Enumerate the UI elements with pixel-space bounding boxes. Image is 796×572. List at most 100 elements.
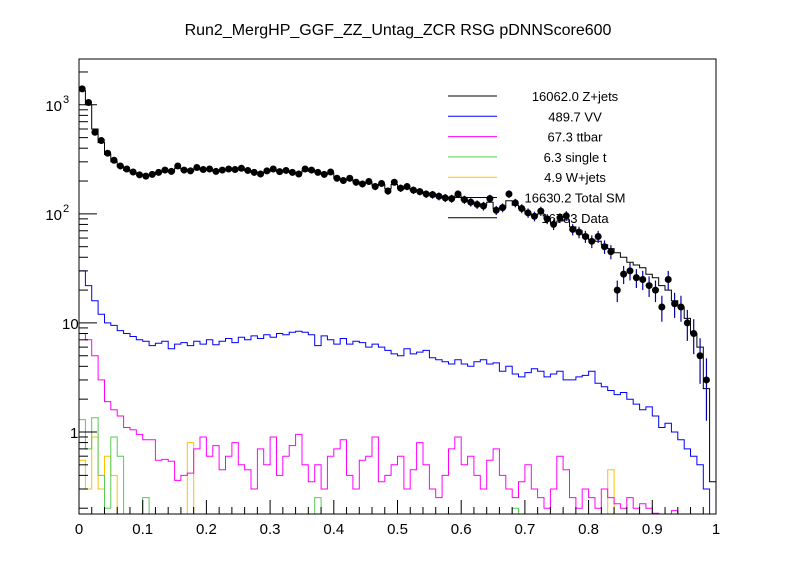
data-point	[327, 168, 335, 176]
data-point	[581, 230, 589, 243]
x-tick-label: 0.9	[642, 521, 663, 538]
data-point	[231, 166, 239, 174]
legend-entry: 67.3 ttbar	[448, 130, 603, 145]
data-point	[91, 128, 99, 136]
data-point	[148, 170, 156, 178]
data-point	[664, 270, 672, 291]
data-point	[250, 168, 258, 176]
y-tick-label: 10	[62, 316, 79, 333]
data-point	[142, 172, 150, 180]
data-point	[237, 164, 245, 172]
data-point	[116, 162, 124, 170]
legend-label: 16630.2 Total SM	[525, 191, 626, 206]
data-points	[78, 85, 710, 421]
data-point	[104, 149, 112, 157]
x-tick-label: 0.7	[514, 521, 535, 538]
data-point	[212, 167, 220, 175]
x-tick-label: 0.4	[323, 521, 344, 538]
x-tick-label: 0.1	[132, 521, 153, 538]
x-tick-label: 0.8	[578, 521, 599, 538]
data-point	[460, 195, 468, 204]
histogram-ttbar	[78, 333, 716, 515]
data-point	[543, 214, 551, 225]
data-point	[499, 203, 507, 213]
legend-label: 4.9 W+jets	[544, 170, 606, 185]
data-point	[454, 190, 462, 199]
data-point	[339, 177, 347, 185]
data-point	[78, 85, 86, 93]
data-point	[626, 262, 634, 281]
data-point	[346, 174, 354, 182]
plot-frame	[78, 58, 717, 515]
data-point	[518, 204, 526, 214]
chart-title: Run2_MergHP_GGF_ZZ_Untag_ZCR RSG pDNNSco…	[185, 22, 612, 39]
data-point	[161, 166, 169, 174]
data-point	[397, 184, 405, 192]
y-tick-label: 10	[45, 98, 62, 115]
y-tick-label: 10	[45, 207, 62, 224]
data-point	[467, 198, 475, 207]
x-tick-label: 0.6	[451, 521, 472, 538]
data-point	[295, 170, 303, 178]
data-point	[276, 168, 284, 176]
data-point	[569, 224, 577, 236]
data-point	[651, 280, 659, 303]
data-point	[97, 137, 105, 145]
data-point	[473, 200, 481, 209]
data-point	[435, 192, 443, 201]
data-point	[601, 240, 609, 254]
data-point	[441, 194, 449, 203]
data-point	[110, 156, 118, 164]
data-point	[505, 190, 513, 199]
data-point	[448, 194, 456, 203]
data-point	[365, 178, 373, 186]
data-point	[620, 265, 628, 285]
legend-label: 489.7 VV	[548, 109, 602, 124]
data-point	[524, 208, 532, 218]
data-point	[530, 211, 538, 222]
y-tick-exponent: 3	[63, 94, 69, 106]
data-point	[269, 165, 277, 173]
data-point	[333, 174, 341, 182]
data-point	[301, 165, 309, 173]
data-point	[244, 166, 252, 174]
data-point	[613, 280, 621, 303]
data-point	[384, 187, 392, 195]
legend-entry: 4.9 W+jets	[448, 170, 606, 185]
data-point	[416, 187, 424, 196]
data-point	[206, 165, 214, 173]
data-point	[479, 201, 487, 211]
data-point	[422, 190, 430, 199]
data-point	[390, 178, 398, 186]
data-point	[677, 295, 685, 322]
data-point	[263, 167, 271, 175]
data-point	[167, 167, 175, 175]
x-tick-label: 0.2	[196, 521, 217, 538]
data-point	[492, 205, 500, 216]
data-point	[186, 167, 194, 175]
legend-entry: 16783 Data	[448, 211, 609, 226]
data-point	[690, 319, 698, 355]
data-point	[632, 269, 640, 289]
data-point	[193, 164, 201, 172]
data-point	[218, 166, 226, 174]
legend: 16062.0 Z+jets 489.7 VV 67.3 ttbar 6.3 sing…	[448, 89, 625, 226]
x-tick-label: 0.3	[260, 521, 281, 538]
legend-entry: 16630.2 Total SM	[448, 191, 625, 206]
legend-label: 16783 Data	[541, 211, 609, 226]
data-point	[645, 276, 653, 297]
y-tick-label: 1	[70, 425, 78, 442]
y-tick-exponent: 2	[63, 203, 69, 215]
data-point	[486, 194, 494, 203]
data-point	[282, 166, 290, 174]
legend-entry: 16062.0 Z+jets	[448, 89, 619, 104]
data-point	[378, 179, 386, 188]
data-point	[588, 235, 596, 249]
data-point	[288, 168, 296, 176]
data-point	[639, 270, 647, 291]
data-point	[180, 166, 188, 174]
data-point	[550, 219, 558, 231]
data-point	[136, 171, 144, 179]
data-point	[607, 245, 615, 260]
